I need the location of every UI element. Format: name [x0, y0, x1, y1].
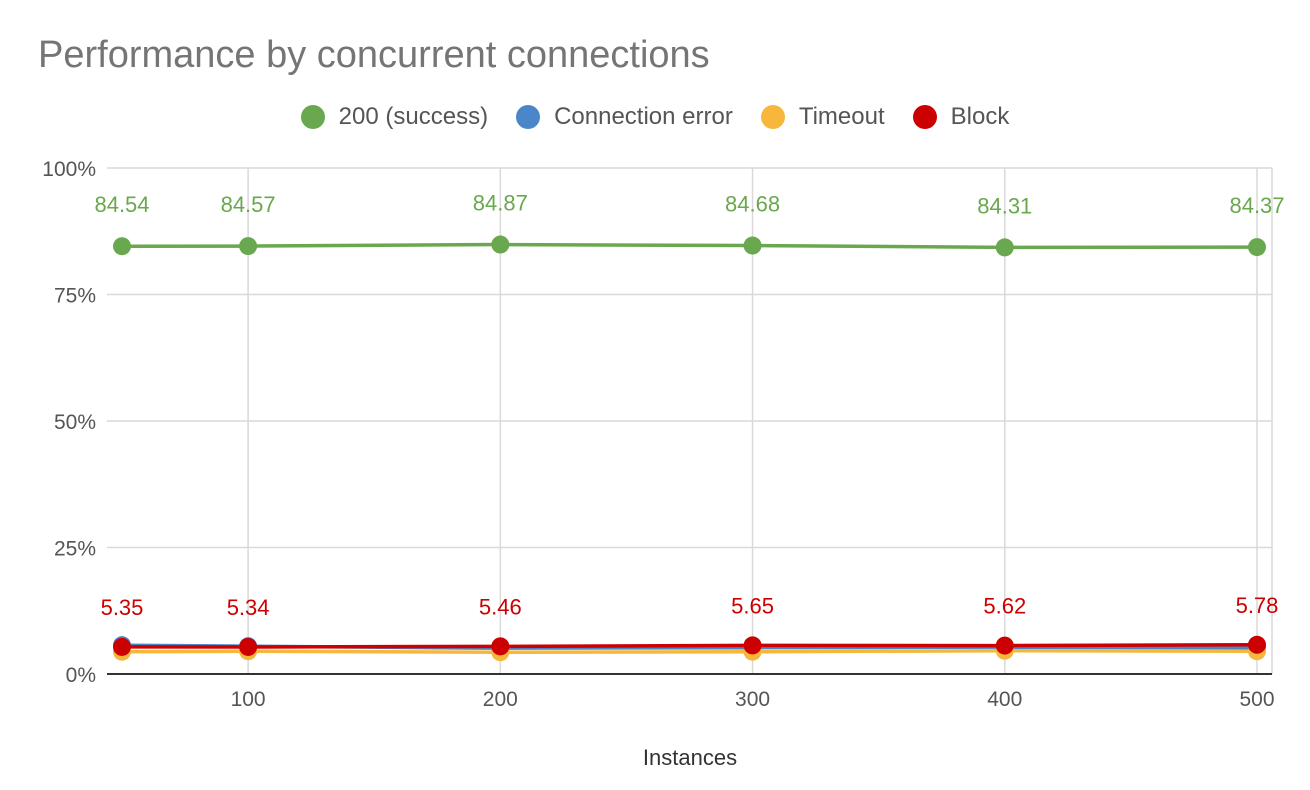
y-tick-label: 0%: [66, 664, 96, 687]
x-tick-label: 400: [987, 688, 1022, 711]
legend-label: Connection error: [554, 103, 733, 130]
legend-label: Timeout: [798, 103, 885, 130]
data-point: [995, 636, 1014, 655]
data-point: [1248, 238, 1266, 257]
data-point: [1248, 635, 1266, 654]
legend-marker-icon: [300, 105, 325, 129]
legend-marker-icon: [516, 105, 541, 129]
data-label: 5.34: [227, 595, 270, 620]
x-axis-title: Instances: [643, 745, 737, 770]
y-tick-label: 25%: [54, 538, 96, 561]
data-point: [239, 237, 258, 256]
series-line: [121, 242, 1258, 250]
y-tick-label: 100%: [42, 158, 96, 181]
legend-label: Block: [950, 103, 1010, 130]
x-tick-label: 500: [1239, 688, 1274, 711]
data-label: 5.65: [731, 593, 774, 618]
data-label: 5.35: [101, 595, 144, 620]
legend-item-block[interactable]: Block: [912, 103, 1010, 131]
legend-marker-icon: [912, 105, 937, 129]
data-label: 84.54: [94, 192, 149, 217]
legend-marker-icon: [760, 105, 785, 129]
legend-item-connection-error[interactable]: Connection error: [516, 103, 733, 131]
legend-label: 200 (success): [338, 103, 489, 130]
legend: 200 (success) Connection error Timeout B…: [0, 100, 1310, 134]
data-label: 84.87: [473, 191, 528, 216]
data-label: 84.31: [977, 193, 1032, 218]
data-point: [743, 236, 762, 255]
legend-item-success[interactable]: 200 (success): [300, 103, 489, 131]
series-line: [121, 643, 1258, 649]
data-label: 5.46: [479, 594, 522, 619]
data-point: [113, 237, 131, 256]
data-label: 5.78: [1236, 593, 1279, 618]
chart-title: Performance by concurrent connections: [38, 34, 710, 76]
data-point: [995, 238, 1014, 257]
x-tick-label: 100: [231, 688, 266, 711]
data-point: [491, 637, 510, 656]
data-label: 84.37: [1229, 193, 1284, 218]
x-tick-label: 200: [483, 688, 518, 711]
gridlines: [107, 167, 1273, 674]
axes: 0% 25% 50% 75% 100% 100 200 300 400 500: [42, 158, 1274, 711]
x-tick-label: 300: [735, 688, 770, 711]
data-point: [491, 235, 510, 254]
series-points: [113, 235, 1266, 662]
y-tick-label: 75%: [54, 285, 96, 308]
series-lines: [121, 242, 1258, 654]
data-point: [113, 637, 131, 656]
y-tick-label: 50%: [54, 411, 96, 434]
data-label: 84.68: [725, 192, 780, 217]
data-labels: 84.54 84.57 84.87 84.68 84.31 84.37 5.35 5.34 5.…: [94, 191, 1284, 620]
data-label: 5.62: [983, 594, 1026, 619]
data-label: 84.57: [221, 192, 276, 217]
series-line: [121, 648, 1258, 654]
legend-item-timeout[interactable]: Timeout: [760, 103, 885, 131]
data-point: [239, 637, 258, 656]
data-point: [743, 636, 762, 655]
